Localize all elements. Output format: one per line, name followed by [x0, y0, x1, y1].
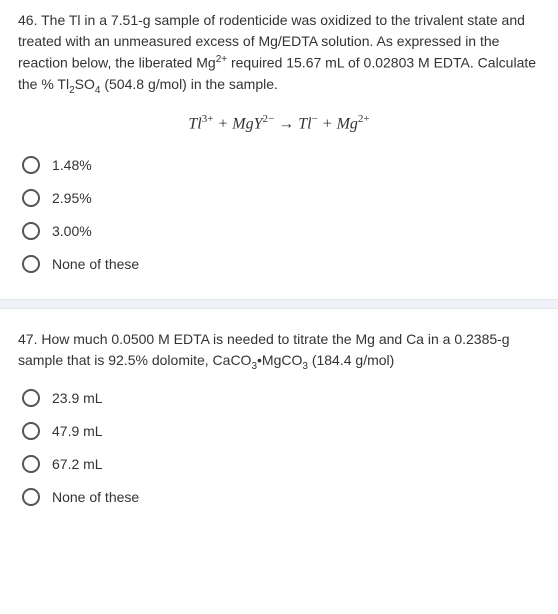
options-47: 23.9 mL 47.9 mL 67.2 mL None of these [18, 388, 540, 508]
question-47: 47. How much 0.0500 M EDTA is needed to … [18, 329, 540, 508]
radio-icon [22, 189, 40, 207]
option-46-3[interactable]: None of these [22, 254, 540, 275]
text-part-4: SO [75, 76, 95, 92]
question-number: 46. [18, 12, 37, 28]
option-47-0[interactable]: 23.9 mL [22, 388, 540, 409]
text-sup-1: 2+ [216, 54, 227, 65]
text-part-2: •MgCO [257, 352, 302, 368]
option-47-3[interactable]: None of these [22, 487, 540, 508]
option-47-1[interactable]: 47.9 mL [22, 421, 540, 442]
equation: Tl3+ + MgY2− → Tl− + Mg2+ [18, 111, 540, 136]
radio-icon [22, 255, 40, 273]
radio-icon [22, 156, 40, 174]
eq-arrow: → [274, 116, 298, 133]
question-47-text: 47. How much 0.0500 M EDTA is needed to … [18, 329, 540, 374]
text-part-6: (504.8 g/mol) in the sample. [100, 76, 277, 92]
options-46: 1.48% 2.95% 3.00% None of these [18, 155, 540, 275]
eq-plus2: + [318, 116, 337, 133]
option-label: 3.00% [52, 221, 92, 242]
eq-mg: Mg [337, 116, 358, 133]
option-47-2[interactable]: 67.2 mL [22, 454, 540, 475]
eq-tlm: Tl [298, 116, 311, 133]
radio-icon [22, 389, 40, 407]
radio-icon [22, 455, 40, 473]
option-46-1[interactable]: 2.95% [22, 188, 540, 209]
eq-mgy: MgY [232, 116, 262, 133]
option-label: None of these [52, 487, 139, 508]
text-part-4: (184.4 g/mol) [308, 352, 394, 368]
radio-icon [22, 488, 40, 506]
radio-icon [22, 222, 40, 240]
option-label: 23.9 mL [52, 388, 103, 409]
option-label: 47.9 mL [52, 421, 103, 442]
question-46: 46. The Tl in a 7.51-g sample of rodenti… [18, 10, 540, 275]
eq-mgy-sup: 2− [262, 113, 274, 125]
question-number: 47. [18, 331, 37, 347]
question-46-text: 46. The Tl in a 7.51-g sample of rodenti… [18, 10, 540, 97]
eq-tl3-sup: 3+ [202, 113, 214, 125]
option-46-0[interactable]: 1.48% [22, 155, 540, 176]
radio-icon [22, 422, 40, 440]
option-label: 1.48% [52, 155, 92, 176]
option-46-2[interactable]: 3.00% [22, 221, 540, 242]
eq-tl3: Tl [188, 116, 201, 133]
option-label: 2.95% [52, 188, 92, 209]
separator [0, 299, 558, 309]
option-label: 67.2 mL [52, 454, 103, 475]
option-label: None of these [52, 254, 139, 275]
eq-plus1: + [213, 116, 232, 133]
eq-mg-sup: 2+ [358, 113, 370, 125]
